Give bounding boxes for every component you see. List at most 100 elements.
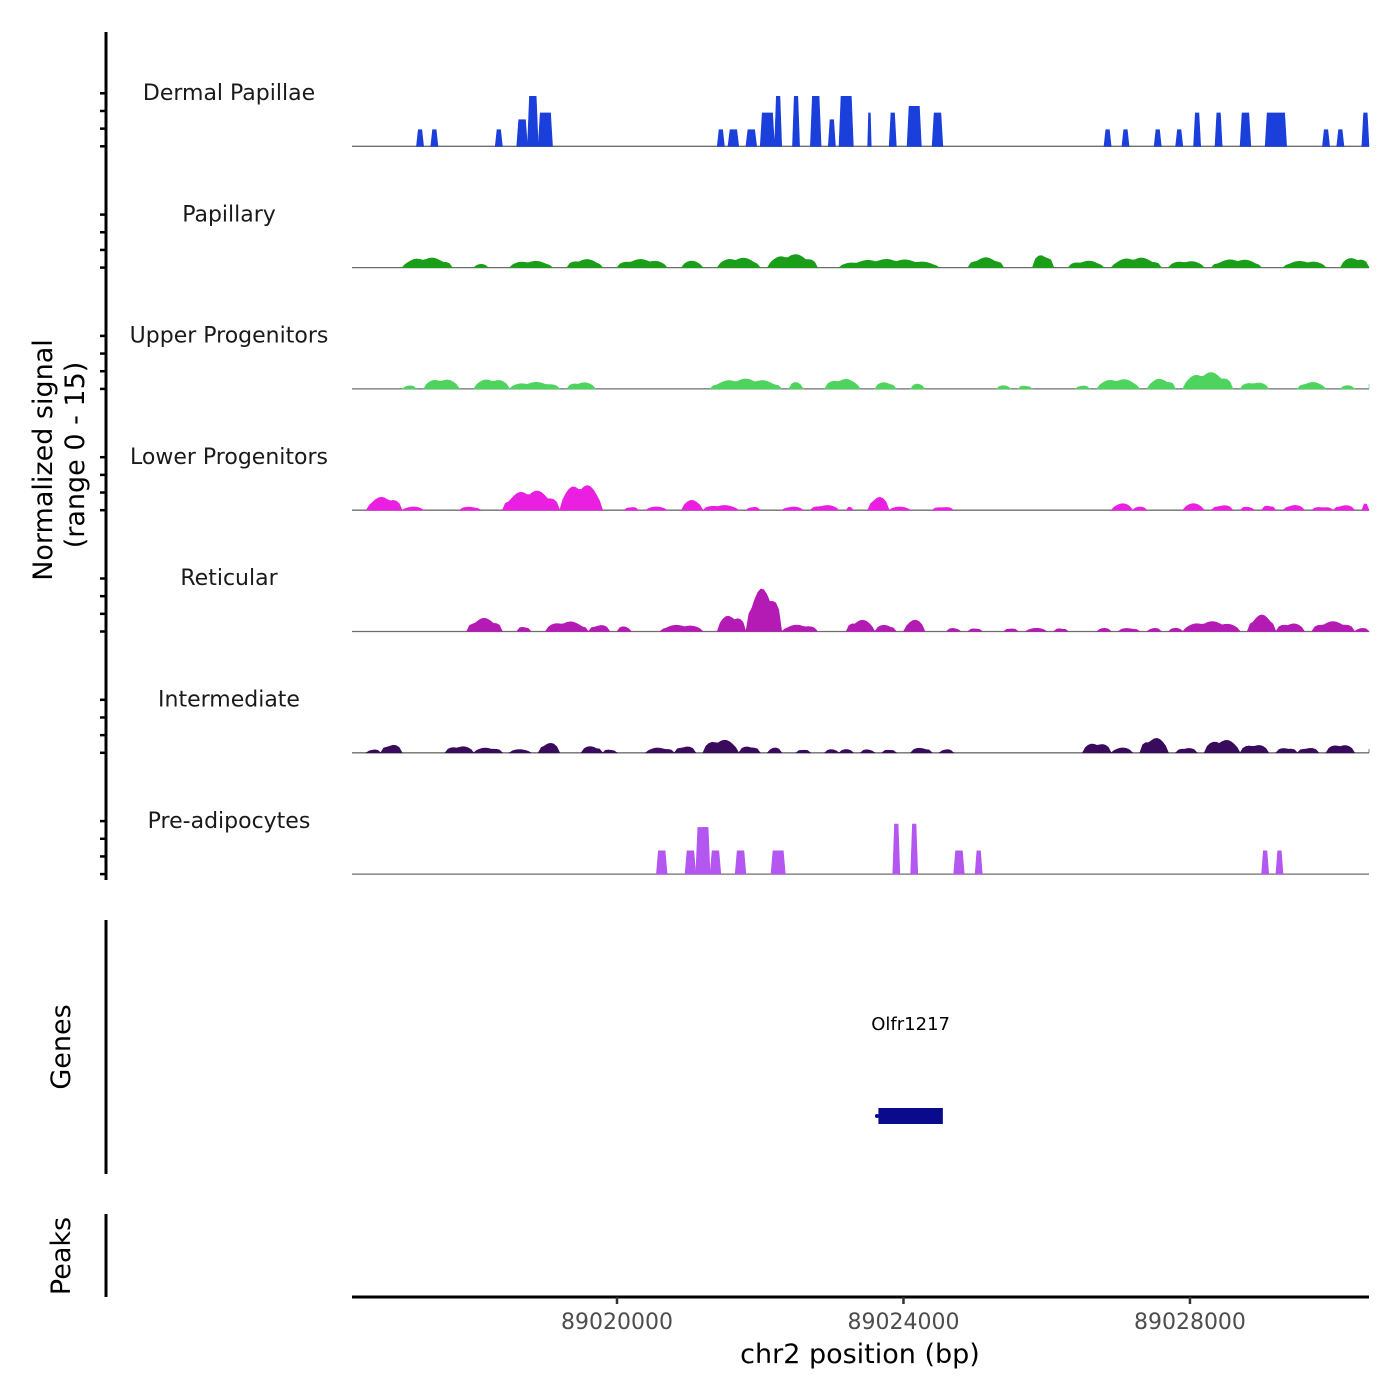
track-intermediate: Intermediate bbox=[158, 688, 1370, 754]
signal-peak bbox=[1239, 112, 1252, 147]
signal-peak bbox=[810, 96, 822, 147]
signal-peak bbox=[516, 626, 532, 632]
signal-peak bbox=[1246, 614, 1277, 632]
signal-peak bbox=[527, 96, 539, 147]
coverage-tracks: Dermal Papillae Papillary Upper Progenitor… bbox=[130, 81, 1370, 875]
signal-peak bbox=[995, 385, 1012, 390]
y-axis-range-label: (range 0 - 15) bbox=[60, 362, 91, 549]
signal-peak bbox=[1239, 382, 1270, 390]
signal-peak bbox=[644, 747, 676, 754]
signal-peak bbox=[910, 383, 926, 390]
signal-peak bbox=[824, 378, 862, 390]
signal-peak bbox=[738, 746, 761, 754]
signal-peak bbox=[466, 617, 503, 632]
signal-peak bbox=[659, 624, 704, 632]
signal-peak bbox=[1296, 382, 1327, 390]
signal-peak bbox=[745, 129, 757, 147]
track-label: Pre-adipocytes bbox=[148, 809, 311, 834]
signal-peak bbox=[953, 850, 965, 875]
signal-peak bbox=[508, 260, 554, 268]
signal-peak bbox=[680, 500, 704, 511]
signal-peak bbox=[1110, 503, 1134, 511]
signal-peak bbox=[380, 744, 403, 754]
signal-peak bbox=[623, 507, 640, 511]
signal-peak bbox=[473, 379, 511, 390]
signal-peak bbox=[1332, 505, 1356, 511]
signal-peak bbox=[1264, 112, 1287, 147]
signal-peak bbox=[1103, 129, 1112, 147]
signal-peak bbox=[766, 747, 783, 754]
signal-peak bbox=[1239, 745, 1270, 754]
signal-peak bbox=[684, 850, 697, 875]
signal-peak bbox=[1002, 628, 1019, 632]
signal-peak bbox=[401, 506, 425, 511]
signal-peak bbox=[792, 96, 800, 147]
signal-peak bbox=[859, 749, 876, 754]
signal-peak bbox=[1310, 507, 1335, 511]
signal-peak bbox=[1193, 112, 1202, 147]
signal-peak bbox=[770, 850, 786, 875]
signal-peak bbox=[1210, 505, 1234, 511]
signal-peak bbox=[1082, 743, 1112, 754]
signal-peak bbox=[909, 747, 933, 754]
signal-peak bbox=[727, 129, 740, 147]
track-upper-progenitors: Upper Progenitors bbox=[130, 324, 1370, 390]
signal-peak bbox=[1174, 748, 1198, 754]
signal-peak bbox=[1139, 737, 1169, 754]
signal-peak bbox=[566, 259, 604, 268]
signal-peak bbox=[1210, 259, 1263, 268]
signal-peak bbox=[559, 485, 604, 511]
genes-label: Genes bbox=[46, 1004, 77, 1089]
signal-peak bbox=[1282, 260, 1327, 268]
signal-peak bbox=[780, 624, 819, 632]
signal-peak bbox=[1275, 850, 1284, 875]
signal-peak bbox=[888, 506, 911, 511]
track-lower-progenitors: Lower Progenitors bbox=[130, 445, 1370, 511]
signal-peak bbox=[874, 382, 897, 390]
signal-peak bbox=[838, 749, 855, 754]
x-tick-label: 89028000 bbox=[1134, 1310, 1246, 1335]
signal-peak bbox=[881, 749, 898, 754]
signal-peak bbox=[1121, 129, 1130, 147]
signal-peak bbox=[1261, 850, 1270, 875]
signal-peak bbox=[1167, 627, 1184, 632]
track-label: Dermal Papillae bbox=[143, 81, 315, 106]
signal-peak bbox=[1322, 129, 1330, 147]
signal-peak bbox=[537, 112, 553, 147]
signal-peak bbox=[716, 615, 747, 632]
signal-peak bbox=[1117, 628, 1141, 632]
signal-peak bbox=[1336, 129, 1345, 147]
track-label: Papillary bbox=[182, 202, 276, 227]
signal-peak bbox=[401, 257, 453, 268]
signal-peak bbox=[788, 382, 804, 390]
signal-peak bbox=[892, 823, 901, 875]
signal-peak bbox=[1146, 628, 1163, 632]
signal-peak bbox=[974, 850, 983, 875]
track-papillary: Papillary bbox=[182, 202, 1370, 269]
track-reticular: Reticular bbox=[180, 566, 1370, 633]
signal-peak bbox=[494, 129, 503, 147]
signal-peak bbox=[508, 381, 561, 390]
x-tick-label: 89020000 bbox=[561, 1310, 673, 1335]
signal-peak bbox=[566, 382, 597, 390]
signal-peak bbox=[616, 258, 668, 268]
signal-peak bbox=[967, 257, 1005, 268]
signal-peak bbox=[702, 739, 740, 754]
y-axis-label: Normalized signal bbox=[28, 339, 59, 581]
signal-peak bbox=[759, 112, 775, 147]
signal-peak bbox=[1260, 505, 1277, 511]
signal-peak bbox=[508, 749, 532, 754]
signal-peak bbox=[1182, 503, 1205, 511]
signal-peak bbox=[967, 628, 984, 632]
signal-peak bbox=[1017, 385, 1034, 390]
signal-peak bbox=[1096, 379, 1141, 390]
signal-peak bbox=[931, 112, 944, 147]
signal-peak bbox=[910, 823, 919, 875]
signal-peak bbox=[472, 264, 489, 268]
signal-peak bbox=[616, 626, 633, 632]
signal-peak bbox=[781, 506, 805, 511]
signal-peak bbox=[1095, 627, 1112, 632]
gene-body bbox=[878, 1108, 943, 1124]
signal-peak bbox=[1175, 129, 1184, 147]
signal-peak bbox=[874, 624, 897, 632]
